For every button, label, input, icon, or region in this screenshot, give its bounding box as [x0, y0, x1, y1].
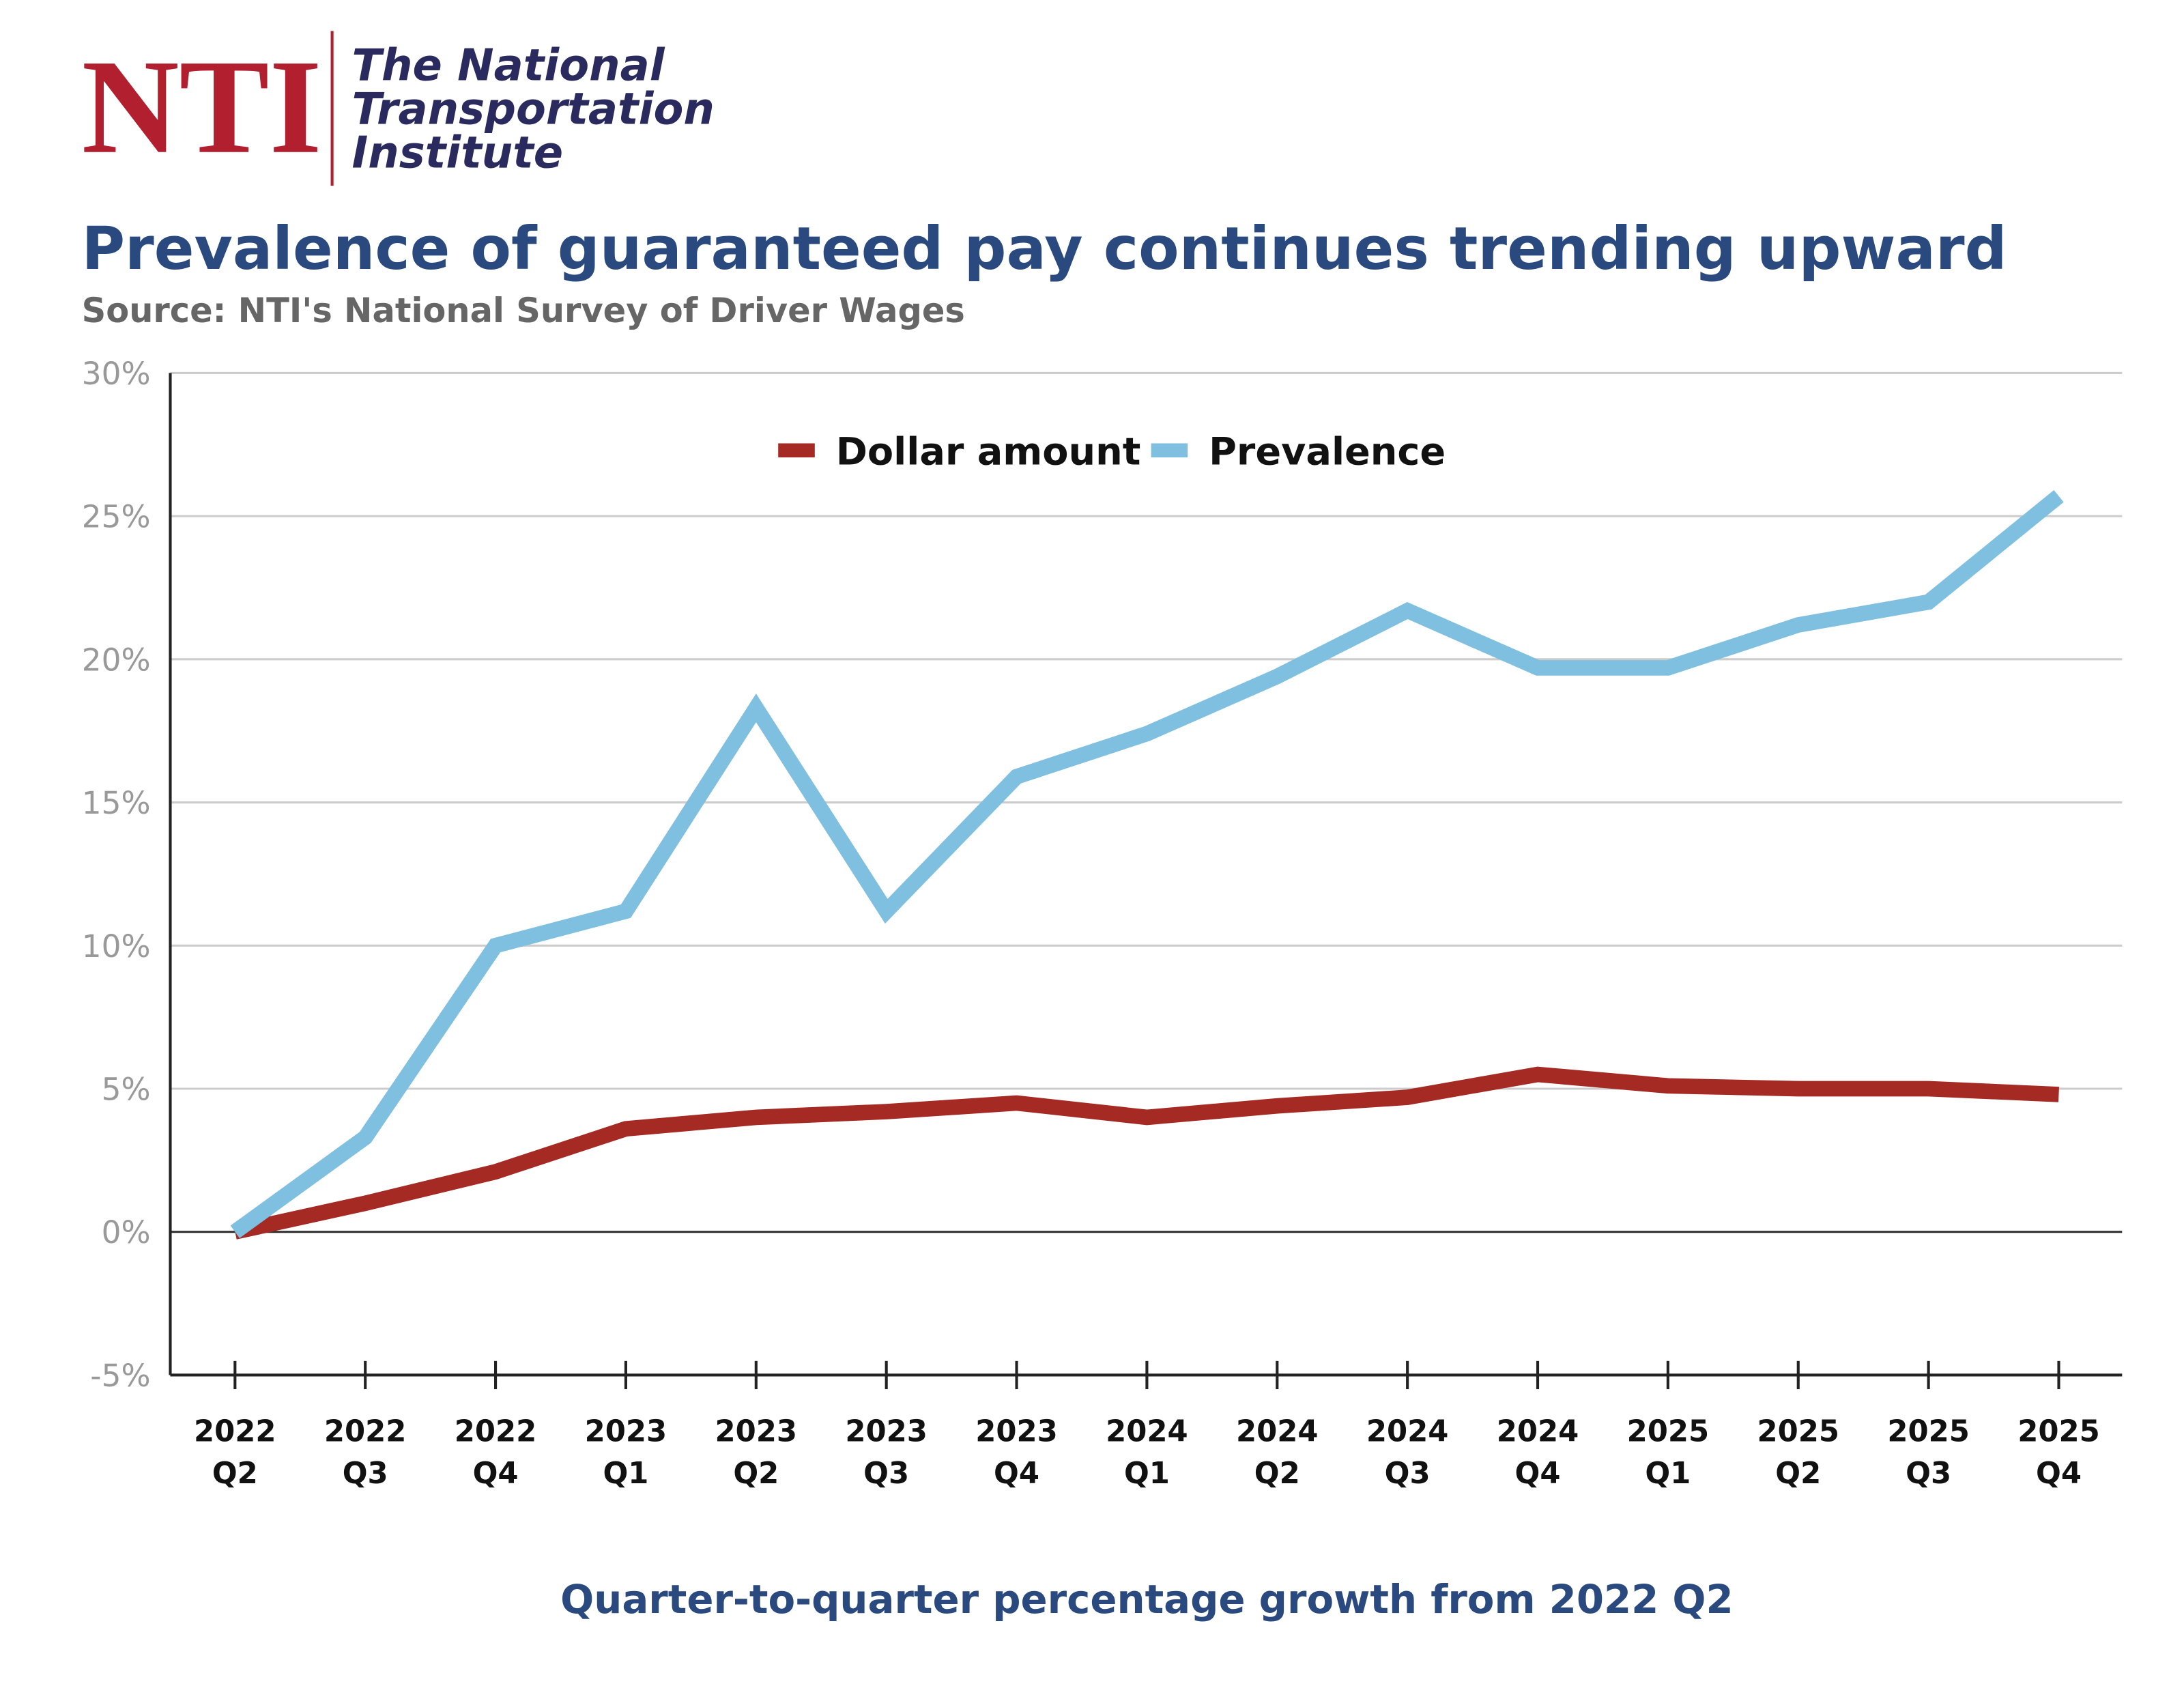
x-tick-label: 2023 Q3 — [845, 1414, 928, 1491]
x-tick-label: 2025 Q3 — [1887, 1414, 1970, 1491]
x-tick-label-box: 2023 Q2 — [715, 1414, 798, 1491]
x-tick-label: 2023 Q2 — [715, 1414, 798, 1491]
x-tick-label-box: 2023 Q3 — [845, 1414, 928, 1491]
x-tick-label-box: 2025 Q3 — [1887, 1414, 1970, 1491]
x-tick-label-box: 2024 Q1 — [1106, 1414, 1188, 1491]
logo-name: Transportation — [351, 84, 714, 134]
chart-title: Prevalence of guaranteed pay continues t… — [82, 215, 2007, 283]
x-tick-label-box: 2023 Q4 — [975, 1414, 1058, 1491]
x-tick-label-box: 2024 Q4 — [1496, 1414, 1579, 1491]
y-tick-label: 10% — [82, 928, 151, 964]
legend-label: Dollar amount — [836, 429, 1141, 474]
logo-name: Institute — [351, 128, 563, 178]
x-tick-label: 2025 Q4 — [2017, 1414, 2100, 1491]
x-tick-label: 2025 Q1 — [1626, 1414, 1710, 1491]
x-tick-label-box: 2024 Q3 — [1366, 1414, 1449, 1491]
legend-label: Prevalence — [1209, 429, 1446, 474]
x-tick-label-box: 2023 Q1 — [584, 1414, 667, 1491]
x-tick-label: 2024 Q2 — [1235, 1414, 1319, 1491]
x-tick-label-box: 2022 Q4 — [454, 1414, 537, 1491]
x-tick-label: 2023 Q1 — [584, 1414, 667, 1491]
x-tick-label-box: 2025 Q2 — [1757, 1414, 1839, 1491]
y-tick-label: 25% — [82, 499, 151, 535]
chart-subtitle: Source: NTI's National Survey of Driver … — [82, 291, 965, 330]
x-tick-label: 2024 Q4 — [1496, 1414, 1579, 1491]
x-axis-title: Quarter-to-quarter percentage growth fro… — [560, 1576, 1734, 1623]
y-tick-label: -5% — [90, 1358, 150, 1394]
y-tick-label: 0% — [102, 1214, 151, 1250]
logo-abbr: NTI — [82, 32, 322, 182]
x-tick-label: 2023 Q4 — [975, 1414, 1058, 1491]
x-tick-label-box: 2024 Q2 — [1235, 1414, 1319, 1491]
x-tick-label: 2024 Q3 — [1366, 1414, 1449, 1491]
y-tick-label: 15% — [82, 785, 151, 821]
x-tick-label-box: 2022 Q3 — [324, 1414, 407, 1491]
series-line — [230, 489, 2064, 1238]
x-tick-label: 2024 Q1 — [1106, 1414, 1188, 1491]
series-line — [233, 1066, 2059, 1240]
x-tick-label: 2025 Q2 — [1757, 1414, 1839, 1491]
x-tick-label: 2022 Q4 — [454, 1414, 537, 1491]
x-tick-label-box: 2022 Q2 — [194, 1414, 276, 1491]
y-tick-label: 20% — [82, 642, 151, 678]
x-tick-label-box: 2025 Q4 — [2017, 1414, 2100, 1491]
y-tick-label: 30% — [82, 356, 151, 392]
logo-name: The National — [351, 41, 665, 91]
x-tick-label-box: 2025 Q1 — [1626, 1414, 1710, 1491]
x-tick-label: 2022 Q3 — [324, 1414, 407, 1491]
x-tick-label: 2022 Q2 — [194, 1414, 276, 1491]
y-tick-label: 5% — [102, 1072, 151, 1108]
